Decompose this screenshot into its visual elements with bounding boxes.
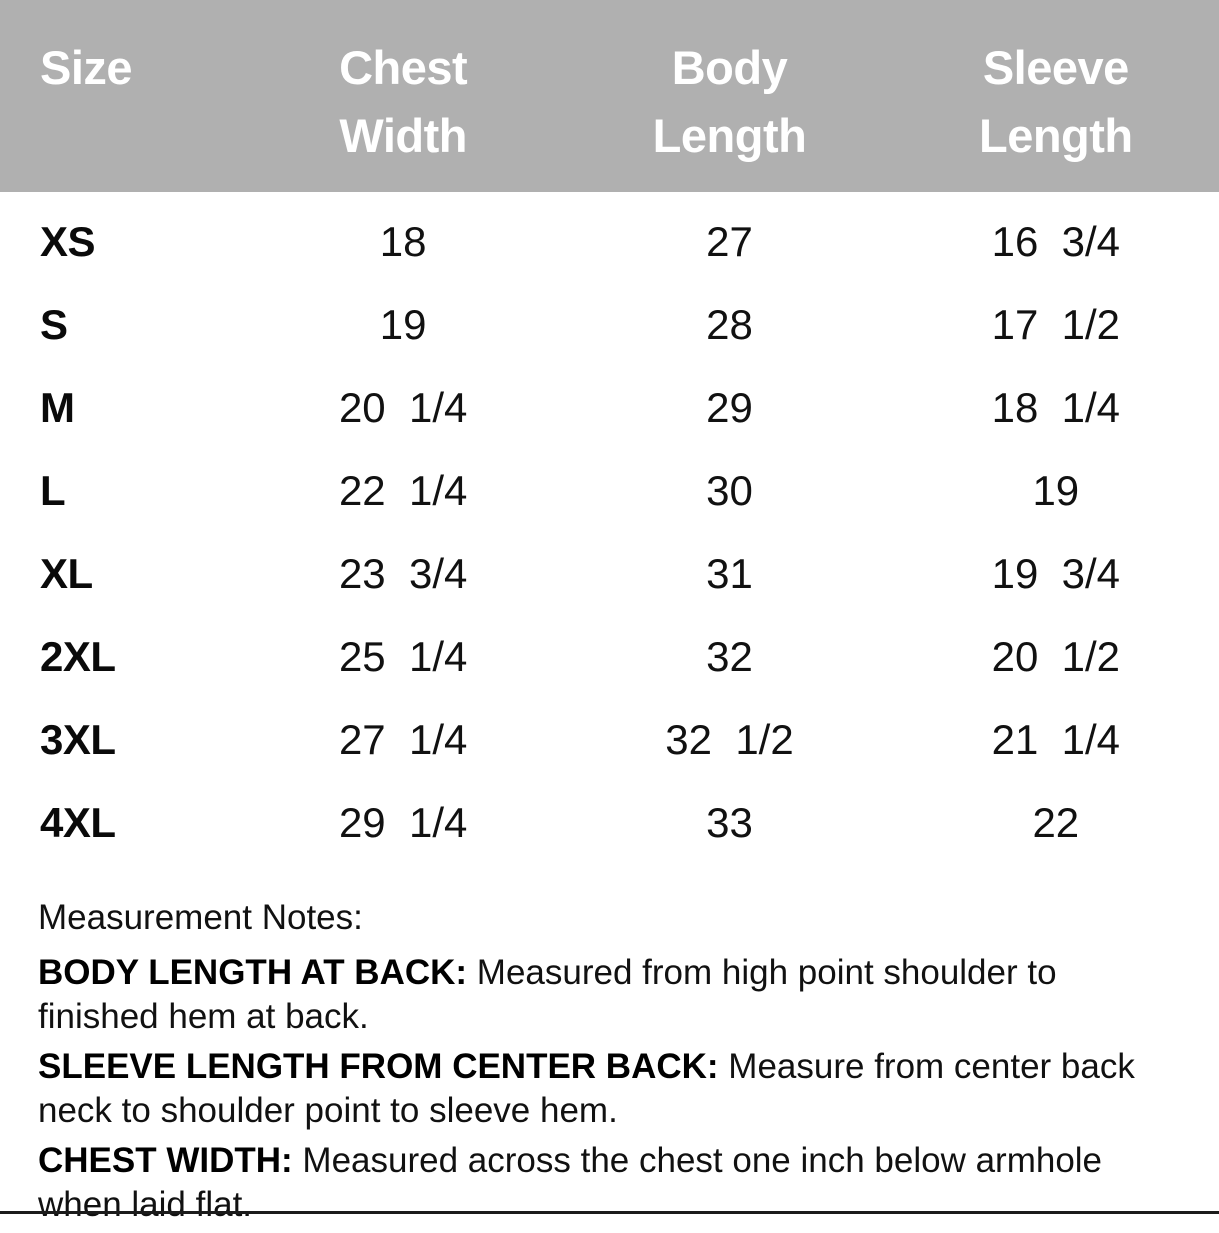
column-header-body-length: Body Length bbox=[566, 34, 892, 170]
cell-sleeve-length: 17 1/2 bbox=[991, 300, 1121, 348]
note-chest-width-text: Measured across the chest one inch below… bbox=[38, 1141, 1103, 1225]
note-body-length-label: BODY LENGTH AT BACK: bbox=[38, 952, 468, 992]
cell-size: 4XL bbox=[40, 798, 116, 846]
column-header-sleeve-length-line1: Sleeve bbox=[982, 41, 1129, 94]
cell-chest-width: 23 3/4 bbox=[338, 549, 468, 597]
note-body-length: BODY LENGTH AT BACK: Measured from high … bbox=[38, 951, 1179, 1039]
cell-chest-width: 20 1/4 bbox=[338, 383, 468, 431]
cell-size: M bbox=[40, 383, 75, 431]
column-header-sleeve-length-line2: Length bbox=[979, 109, 1133, 163]
cell-body-length: 32 1/2 bbox=[665, 715, 794, 763]
cell-sleeve-length: 19 3/4 bbox=[991, 549, 1121, 597]
cell-sleeve-length: 19 bbox=[1032, 466, 1080, 514]
column-header-chest-width: Chest Width bbox=[240, 34, 566, 170]
note-sleeve-length-text: Measure from center back neck to shoulde… bbox=[38, 1046, 1135, 1131]
cell-size: XS bbox=[40, 217, 96, 265]
cell-chest-width: 29 1/4 bbox=[338, 798, 468, 846]
note-sleeve-length-label: SLEEVE LENGTH FROM CENTER BACK: bbox=[38, 1046, 719, 1086]
cell-chest-width: 22 1/4 bbox=[338, 466, 468, 514]
note-chest-width-label: CHEST WIDTH: bbox=[38, 1141, 293, 1181]
cell-size: S bbox=[40, 300, 68, 348]
column-header-chest-width-line1: Chest bbox=[339, 41, 468, 94]
measurement-notes-section: Measurement Notes: BODY LENGTH AT BACK: … bbox=[0, 874, 1219, 1233]
note-body-length-text: Measured from high point shoulder to fin… bbox=[38, 952, 1057, 1036]
column-header-body-length-line2: Length bbox=[652, 109, 807, 163]
table-header-row: Size Chest Width Body Length Sleeve Leng… bbox=[0, 0, 1219, 192]
note-sleeve-length: SLEEVE LENGTH FROM CENTER BACK: Measure … bbox=[38, 1045, 1179, 1133]
cell-chest-width: 25 1/4 bbox=[338, 632, 468, 680]
cell-body-length: 29 bbox=[706, 383, 753, 431]
table-row: M 20 1/4 29 18 1/4 bbox=[0, 366, 1219, 449]
cell-body-length: 31 bbox=[706, 549, 753, 597]
column-header-size: Size bbox=[0, 34, 240, 102]
note-chest-width: CHEST WIDTH: Measured across the chest o… bbox=[38, 1139, 1179, 1227]
table-row: 3XL 27 1/4 32 1/2 21 1/4 bbox=[0, 698, 1219, 781]
cell-body-length: 32 bbox=[706, 632, 753, 680]
cell-chest-width: 18 bbox=[379, 217, 427, 265]
cell-size: XL bbox=[40, 549, 93, 597]
column-header-chest-width-line2: Width bbox=[339, 109, 467, 163]
cell-body-length: 33 bbox=[706, 798, 753, 846]
measurement-notes-title: Measurement Notes: bbox=[38, 898, 363, 937]
cell-size: L bbox=[40, 466, 66, 514]
column-header-sleeve-length: Sleeve Length bbox=[893, 34, 1219, 170]
cell-sleeve-length: 20 1/2 bbox=[991, 632, 1121, 680]
cell-body-length: 28 bbox=[706, 300, 753, 348]
table-row: 4XL 29 1/4 33 22 bbox=[0, 781, 1219, 864]
cell-body-length: 27 bbox=[706, 217, 753, 265]
cell-sleeve-length: 18 1/4 bbox=[991, 383, 1121, 431]
table-row: XS 18 27 16 3/4 bbox=[0, 200, 1219, 283]
column-header-size-label: Size bbox=[40, 41, 133, 94]
cell-sleeve-length: 16 3/4 bbox=[991, 217, 1121, 265]
table-row: 2XL 25 1/4 32 20 1/2 bbox=[0, 615, 1219, 698]
table-row: S 19 28 17 1/2 bbox=[0, 283, 1219, 366]
cell-sleeve-length: 22 bbox=[1032, 798, 1080, 846]
table-row: XL 23 3/4 31 19 3/4 bbox=[0, 532, 1219, 615]
cell-chest-width: 19 bbox=[379, 300, 427, 348]
table-body: XS 18 27 16 3/4 S 19 28 17 1/2 M 20 1/4 … bbox=[0, 192, 1219, 864]
cell-chest-width: 27 1/4 bbox=[338, 715, 468, 763]
cell-size: 2XL bbox=[40, 632, 116, 680]
cell-sleeve-length: 21 1/4 bbox=[991, 715, 1121, 763]
cell-body-length: 30 bbox=[706, 466, 753, 514]
bottom-rule bbox=[0, 1211, 1219, 1214]
table-row: L 22 1/4 30 19 bbox=[0, 449, 1219, 532]
cell-size: 3XL bbox=[40, 715, 116, 763]
column-header-body-length-line1: Body bbox=[671, 41, 788, 94]
